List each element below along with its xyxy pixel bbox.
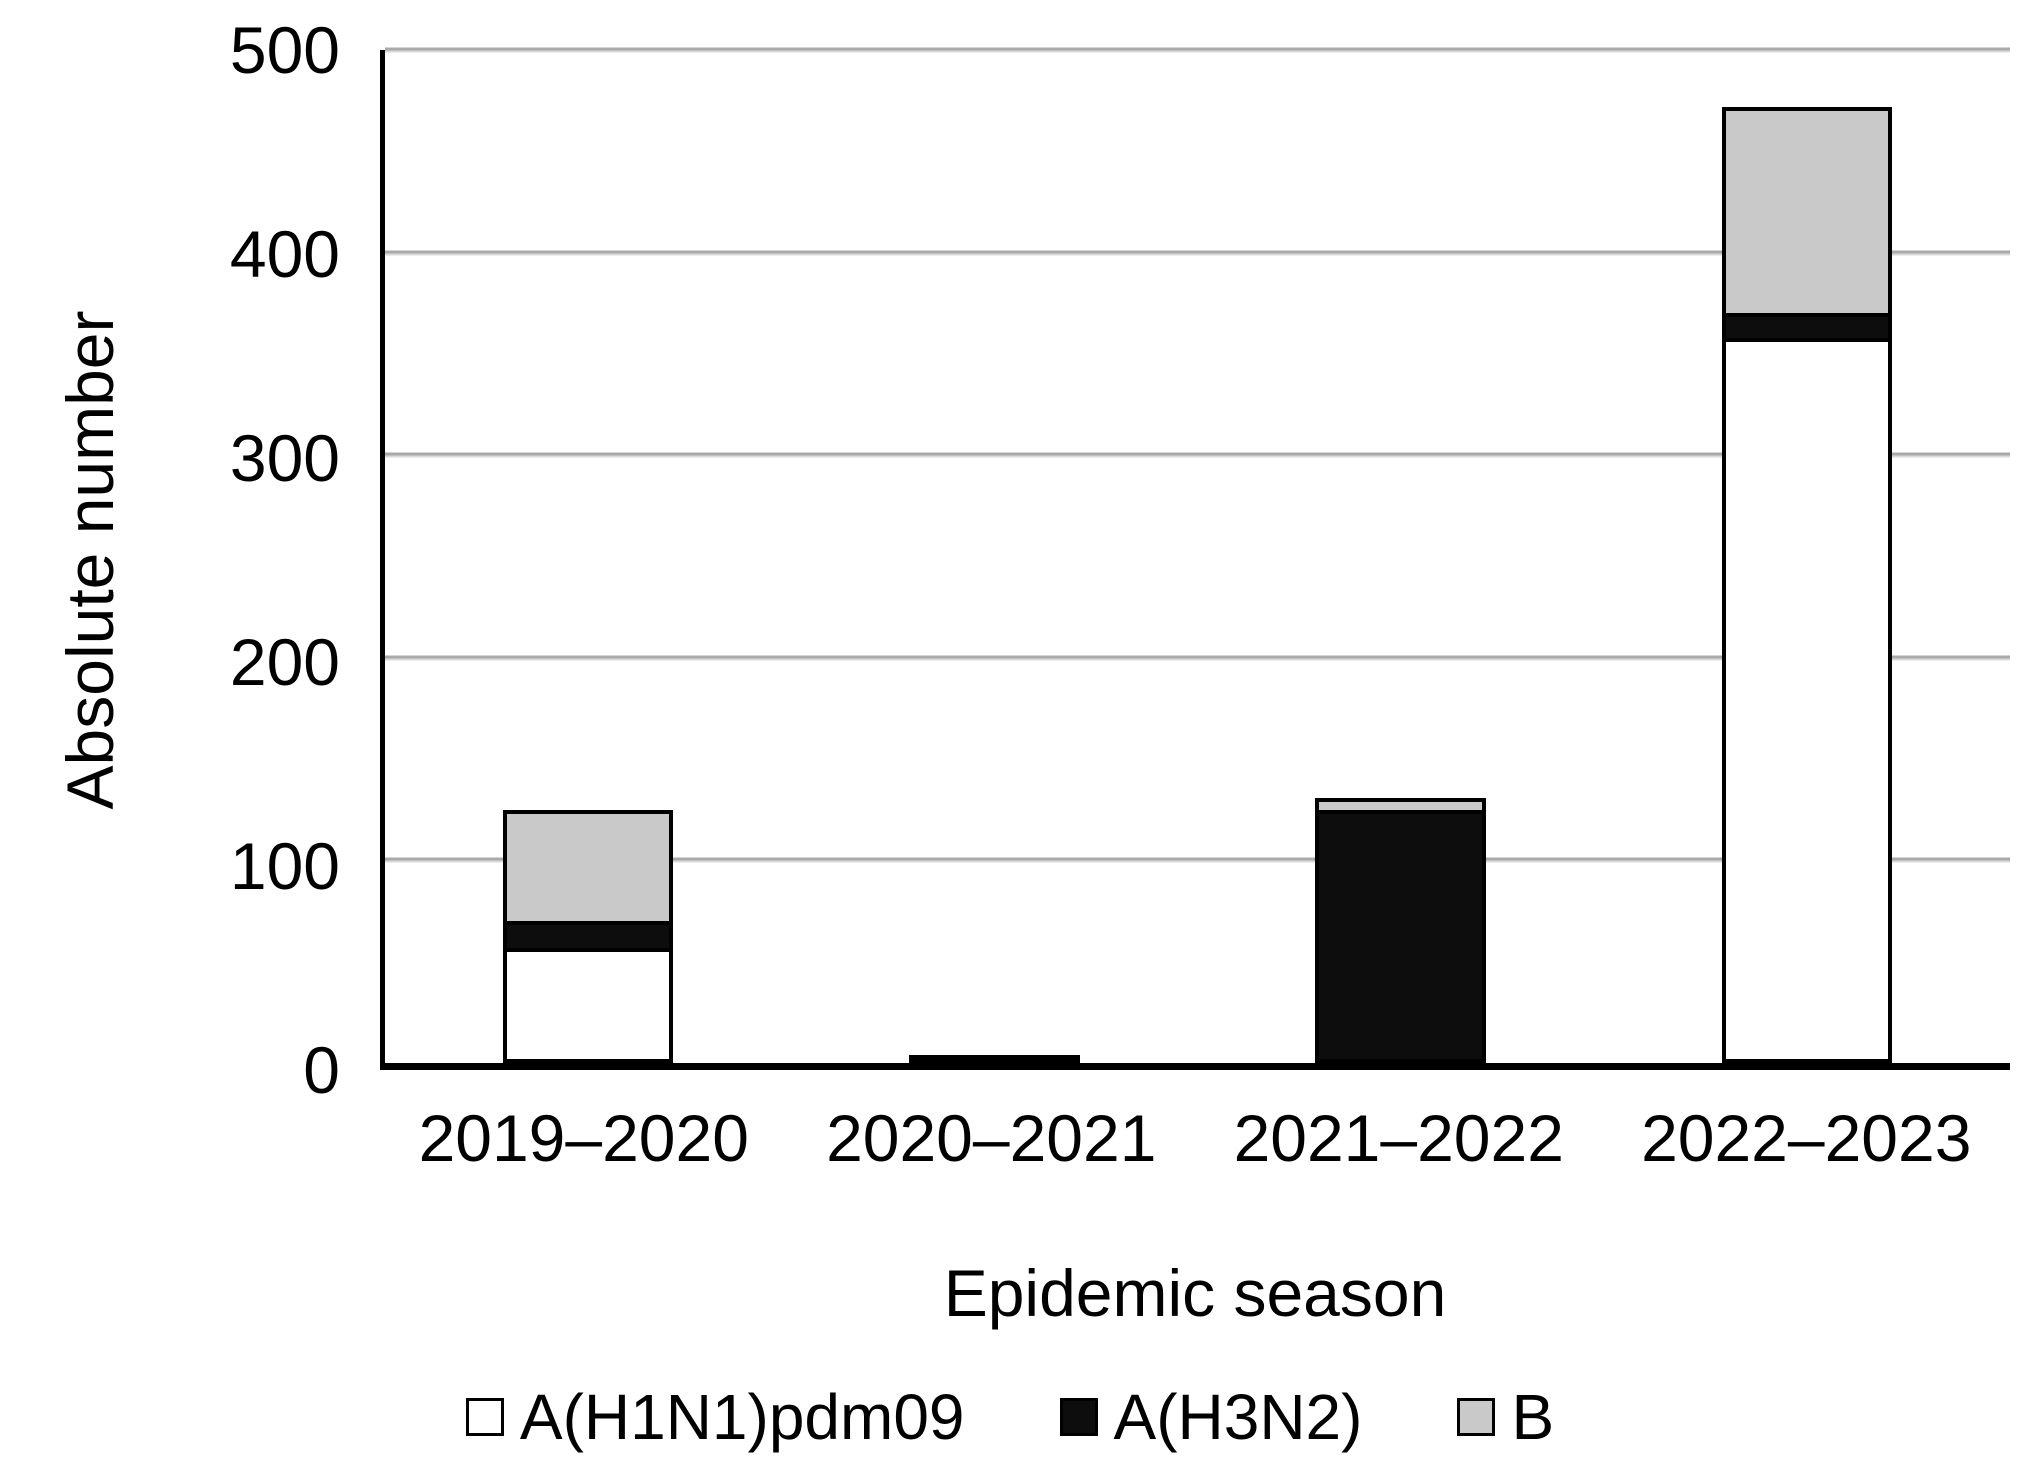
x-tick-label: 2019–2020 — [418, 1101, 749, 1175]
legend-item: A(H1N1)pdm09 — [465, 1380, 965, 1454]
gridline-400 — [385, 250, 2010, 256]
x-axis-labels: 2019–2020 2020–2021 2021–2022 2022–2023 — [380, 1100, 2010, 1176]
legend-label: B — [1511, 1381, 1555, 1453]
bar-segment-B — [1721, 106, 1893, 314]
gridline-100 — [385, 857, 2010, 863]
bar-segment-A(H3N2) — [909, 1055, 1080, 1063]
category-slot — [1198, 50, 1604, 1063]
bar-segment-A(H3N2) — [1315, 809, 1486, 1063]
category-slot — [1604, 50, 2010, 1063]
y-axis-title: Absolute number — [53, 310, 127, 810]
legend-item: B — [1457, 1380, 1554, 1454]
y-tick-label-500: 500 — [229, 13, 340, 87]
bar-segment-A(H3N2) — [1721, 313, 1893, 338]
gridline-500 — [385, 47, 2010, 53]
legend-label: A(H1N1)pdm09 — [519, 1381, 965, 1453]
chart-legend: A(H1N1)pdm09 A(H3N2) B — [0, 1380, 2020, 1454]
bar-layer — [385, 50, 2010, 1063]
gridline-layer — [385, 47, 2010, 1063]
stacked-bar — [502, 50, 674, 1063]
bar-segment-B — [1315, 797, 1486, 810]
x-tick-label: 2022–2023 — [1641, 1101, 1972, 1175]
stacked-bar — [909, 50, 1080, 1063]
stacked-bar — [1315, 50, 1486, 1063]
y-tick-label-0: 0 — [303, 1033, 340, 1107]
y-tick-label-200: 200 — [229, 625, 340, 699]
category-slot — [385, 50, 791, 1063]
bar-segment-B — [502, 809, 674, 922]
legend-swatch-icon — [1059, 1398, 1098, 1436]
y-tick-label-100: 100 — [229, 829, 340, 903]
legend-item: A(H3N2) — [1059, 1380, 1363, 1454]
bar-segment-A(H1N1)pdm09 — [1721, 337, 1893, 1063]
x-axis-title: Epidemic season — [943, 1256, 1447, 1330]
bar-segment-A(H3N2) — [502, 921, 674, 948]
y-tick-label-400: 400 — [229, 217, 340, 291]
plot-area — [380, 47, 2010, 1070]
y-tick-label-300: 300 — [229, 421, 340, 495]
category-slot — [791, 50, 1197, 1063]
gridline-300 — [385, 452, 2010, 458]
x-tick-label: 2021–2022 — [1233, 1101, 1564, 1175]
legend-swatch-icon — [1457, 1398, 1496, 1436]
gridline-200 — [385, 655, 2010, 661]
stacked-bar — [1721, 50, 1893, 1063]
legend-label: A(H3N2) — [1113, 1381, 1363, 1453]
x-tick-label: 2020–2021 — [826, 1101, 1157, 1175]
bar-segment-A(H1N1)pdm09 — [502, 947, 674, 1063]
legend-swatch-icon — [465, 1398, 504, 1436]
y-tick-labels: 0 100 200 300 400 500 — [130, 17, 355, 1103]
